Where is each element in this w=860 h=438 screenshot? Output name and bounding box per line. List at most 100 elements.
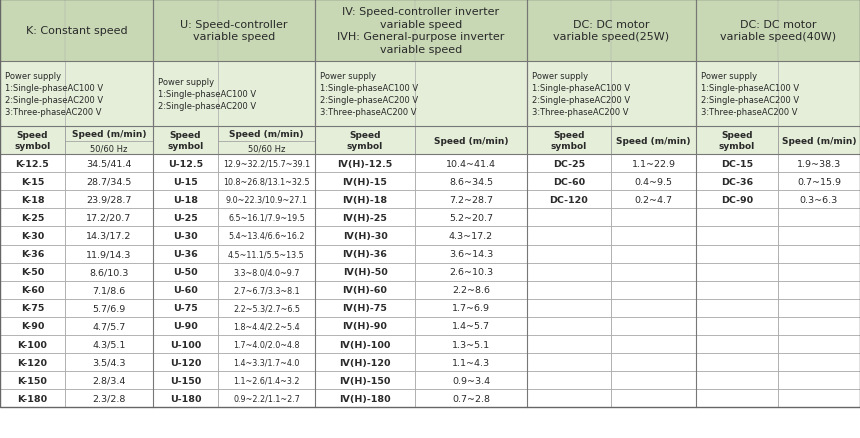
Bar	[65, 227, 153, 245]
Bar	[415, 299, 527, 317]
Bar	[218, 317, 315, 335]
Text: U-90: U-90	[173, 322, 198, 331]
Text: 8.6/10.3: 8.6/10.3	[89, 268, 129, 276]
Text: 34.5/41.4: 34.5/41.4	[86, 159, 132, 168]
Text: 1.7~6.9: 1.7~6.9	[452, 304, 490, 313]
Bar	[696, 245, 778, 263]
Bar	[696, 335, 778, 353]
Text: Power supply
1:Single-phaseAC100 V
2:Single-phaseAC200 V: Power supply 1:Single-phaseAC100 V 2:Sin…	[158, 78, 256, 111]
Bar	[778, 191, 860, 209]
Bar	[415, 371, 527, 389]
Bar	[0, 0, 153, 62]
Bar	[65, 263, 153, 281]
Bar	[415, 191, 527, 209]
Text: DC: DC motor
variable speed(40W): DC: DC motor variable speed(40W)	[720, 20, 836, 42]
Text: 0.4~9.5: 0.4~9.5	[635, 177, 673, 186]
Bar	[65, 127, 153, 155]
Bar	[527, 209, 611, 227]
Text: IV(H)-18: IV(H)-18	[342, 195, 388, 204]
Bar	[778, 389, 860, 407]
Text: IV(H)-60: IV(H)-60	[342, 286, 388, 295]
Bar	[0, 317, 65, 335]
Bar	[527, 0, 696, 62]
Bar	[527, 263, 611, 281]
Bar	[527, 245, 611, 263]
Bar	[415, 335, 527, 353]
Text: K-12.5: K-12.5	[15, 159, 49, 168]
Text: 12.9~32.2/15.7~39.1: 12.9~32.2/15.7~39.1	[223, 159, 310, 168]
Text: Power supply
1:Single-phaseAC100 V
2:Single-phaseAC200 V
3:Three-phaseAC200 V: Power supply 1:Single-phaseAC100 V 2:Sin…	[320, 71, 418, 117]
Bar	[415, 317, 527, 335]
Bar	[696, 209, 778, 227]
Bar	[315, 155, 415, 173]
Text: U: Speed-controller
variable speed: U: Speed-controller variable speed	[181, 20, 288, 42]
Bar	[153, 173, 218, 191]
Bar	[696, 127, 778, 155]
Bar	[527, 227, 611, 245]
Bar	[315, 335, 415, 353]
Text: 1.4~5.7: 1.4~5.7	[452, 322, 490, 331]
Bar	[153, 191, 218, 209]
Text: Speed (m/min): Speed (m/min)	[782, 136, 857, 145]
Text: U-150: U-150	[170, 376, 201, 385]
Text: U-15: U-15	[173, 177, 198, 186]
Text: DC-120: DC-120	[550, 195, 588, 204]
Text: 50/60 Hz: 50/60 Hz	[90, 144, 127, 153]
Bar	[415, 155, 527, 173]
Bar	[0, 371, 65, 389]
Text: 5.7/6.9: 5.7/6.9	[92, 304, 126, 313]
Bar	[696, 0, 860, 62]
Bar	[778, 227, 860, 245]
Bar	[778, 209, 860, 227]
Text: IV(H)-180: IV(H)-180	[339, 394, 390, 403]
Bar	[0, 227, 65, 245]
Bar	[153, 281, 218, 299]
Bar	[611, 335, 696, 353]
Bar	[696, 299, 778, 317]
Bar	[315, 0, 527, 62]
Bar	[65, 371, 153, 389]
Text: U-25: U-25	[173, 213, 198, 223]
Text: 1.1~4.3: 1.1~4.3	[452, 358, 490, 367]
Bar	[778, 371, 860, 389]
Text: U-100: U-100	[170, 340, 201, 349]
Text: U-30: U-30	[173, 231, 198, 240]
Bar	[415, 353, 527, 371]
Text: IV(H)-100: IV(H)-100	[340, 340, 390, 349]
Text: K-60: K-60	[21, 286, 44, 295]
Bar	[153, 209, 218, 227]
Bar	[611, 127, 696, 155]
Bar	[778, 353, 860, 371]
Text: DC-60: DC-60	[553, 177, 585, 186]
Bar	[527, 62, 696, 127]
Text: Power supply
1:Single-phaseAC100 V
2:Single-phaseAC200 V
3:Three-phaseAC200 V: Power supply 1:Single-phaseAC100 V 2:Sin…	[5, 71, 103, 117]
Text: 10.8~26.8/13.1~32.5: 10.8~26.8/13.1~32.5	[224, 177, 310, 186]
Bar	[415, 281, 527, 299]
Bar	[696, 263, 778, 281]
Text: U-75: U-75	[173, 304, 198, 313]
Bar	[527, 173, 611, 191]
Text: K-120: K-120	[17, 358, 47, 367]
Bar	[0, 191, 65, 209]
Bar	[696, 155, 778, 173]
Bar	[415, 227, 527, 245]
Text: K-50: K-50	[21, 268, 44, 276]
Bar	[611, 173, 696, 191]
Bar	[315, 227, 415, 245]
Bar	[611, 317, 696, 335]
Text: IV(H)-75: IV(H)-75	[342, 304, 388, 313]
Bar	[315, 281, 415, 299]
Text: 0.7~2.8: 0.7~2.8	[452, 394, 490, 403]
Bar	[218, 389, 315, 407]
Bar	[315, 371, 415, 389]
Text: K-25: K-25	[21, 213, 44, 223]
Text: U-36: U-36	[173, 250, 198, 258]
Bar	[65, 335, 153, 353]
Text: IV(H)-36: IV(H)-36	[342, 250, 388, 258]
Text: 28.7/34.5: 28.7/34.5	[86, 177, 132, 186]
Text: 2.2~8.6: 2.2~8.6	[452, 286, 490, 295]
Text: 1.9~38.3: 1.9~38.3	[797, 159, 841, 168]
Bar	[778, 299, 860, 317]
Bar	[218, 371, 315, 389]
Bar	[696, 191, 778, 209]
